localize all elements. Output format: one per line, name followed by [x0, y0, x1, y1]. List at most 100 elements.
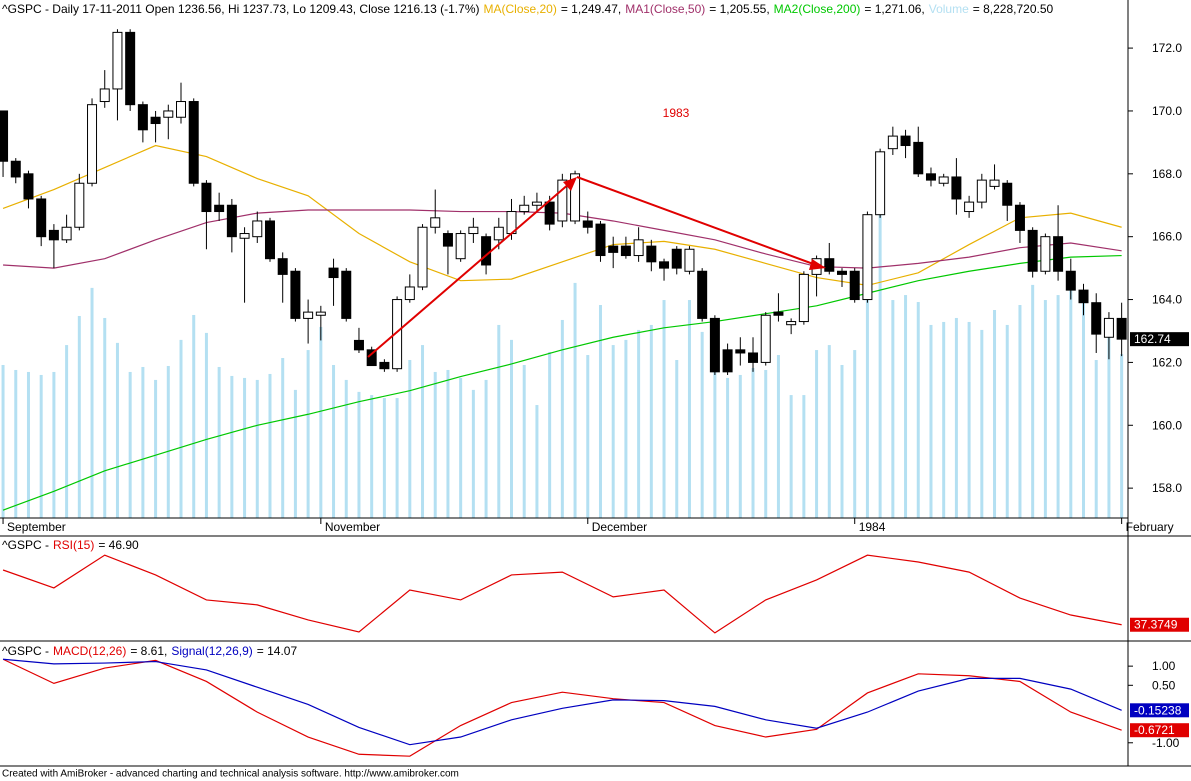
candle-body: [798, 273, 809, 323]
volume-bar: [865, 295, 869, 518]
candle-body: [709, 317, 720, 373]
volume-bar: [255, 379, 259, 518]
candle-body: [176, 101, 187, 118]
candle-body: [964, 201, 975, 213]
candle-body: [1065, 270, 1076, 291]
candle-body: [252, 220, 263, 238]
candle-body: [684, 248, 695, 272]
y-tick-label: 168.0: [1152, 167, 1182, 181]
volume-bar: [1120, 354, 1124, 518]
volume-bar: [560, 319, 564, 518]
candle-body: [531, 201, 542, 206]
volume-bar: [904, 295, 908, 518]
candle-body: [849, 270, 860, 301]
y-tick-label: -1.00: [1152, 736, 1180, 750]
volume-bar: [408, 360, 412, 518]
volume-bar: [471, 389, 475, 518]
header-part: ^GSPC - Daily 17-11-2011 Open 1236.56, H…: [2, 2, 479, 16]
volume-bar: [217, 366, 221, 518]
volume-bar: [1094, 360, 1098, 518]
volume-bar: [268, 373, 272, 518]
volume-bar: [954, 317, 958, 518]
candle-body: [404, 286, 415, 301]
candle-body: [900, 135, 911, 147]
volume-bar: [421, 345, 425, 518]
candle-body: [1103, 317, 1114, 338]
header-part: MA1(Close,50): [625, 2, 705, 16]
series-line: [2, 658, 1122, 746]
y-tick-label: 170.0: [1152, 104, 1182, 118]
volume-bar: [1069, 289, 1073, 518]
volume-bar: [484, 379, 488, 518]
header-part: ^GSPC -: [2, 538, 49, 552]
y-tick-label: 0.50: [1152, 678, 1176, 692]
volume-bar: [751, 367, 755, 518]
volume-bar: [675, 360, 679, 518]
volume-bar: [662, 300, 666, 518]
volume-bar: [370, 395, 374, 518]
volume-bar: [319, 326, 323, 518]
last-value-box: [1130, 703, 1189, 718]
header-part: = 8,228,720.50: [973, 2, 1054, 16]
candle-body: [468, 226, 479, 235]
volume-bar: [789, 395, 793, 518]
candle-body: [1078, 289, 1089, 304]
candle-body: [392, 299, 403, 370]
last-value-box: [1130, 617, 1189, 632]
volume-bar: [967, 321, 971, 518]
x-tick-label: December: [592, 520, 647, 534]
trend-arrows: [367, 176, 826, 358]
candle-body: [1116, 317, 1127, 340]
volume-bar: [332, 364, 336, 518]
volume-bar: [993, 310, 997, 518]
volume-bar: [522, 364, 526, 518]
plots: September November December 1984 February 158…: [0, 2, 1189, 757]
volume-bar: [1043, 300, 1047, 518]
candle-body: [760, 314, 771, 363]
header-part: ^GSPC -: [2, 644, 49, 658]
header-part: = 46.90: [98, 538, 139, 552]
candle-body: [925, 173, 936, 181]
volume-bar: [726, 377, 730, 518]
candle-body: [1014, 204, 1025, 231]
volume-bar: [281, 358, 285, 518]
volume-bar: [230, 375, 234, 518]
volume-bar: [166, 365, 170, 518]
candle-body: [1091, 302, 1102, 335]
volume-bar: [776, 355, 780, 518]
volume-bar: [128, 371, 132, 518]
volume-bar: [687, 300, 691, 518]
volume-bar: [1082, 295, 1086, 518]
candle-body: [61, 226, 72, 241]
last-value-box: [1130, 332, 1189, 347]
x-tick-label: 1984: [859, 520, 886, 534]
volume-bar: [103, 317, 107, 518]
candle-body: [99, 88, 110, 103]
volume-bar: [840, 364, 844, 518]
x-tick-label: September: [7, 520, 66, 534]
last-value-label: 37.3749: [1134, 618, 1178, 632]
candle-body: [150, 116, 161, 125]
volume-bar: [802, 395, 806, 518]
candle-body: [87, 104, 98, 184]
candle-body: [633, 239, 644, 257]
candle-body: [519, 204, 530, 213]
volume-bar: [26, 371, 30, 518]
candle-body: [913, 141, 924, 175]
volume-bar: [52, 371, 56, 518]
volume-bar: [433, 371, 437, 518]
volume-bar: [14, 369, 18, 518]
candle-body: [366, 349, 377, 367]
volume-bar: [586, 355, 590, 518]
volume-bar: [878, 214, 882, 518]
y-tick-label: 160.0: [1152, 418, 1182, 432]
volume-bar: [459, 377, 463, 518]
candle-body: [557, 179, 568, 222]
candle-body: [1002, 182, 1013, 206]
candle-body: [290, 270, 301, 319]
x-tick-label: February: [1126, 520, 1174, 534]
arrow-line: [367, 182, 571, 358]
candle-body: [328, 267, 339, 279]
candle-body: [722, 349, 733, 373]
candle-body: [544, 201, 555, 225]
